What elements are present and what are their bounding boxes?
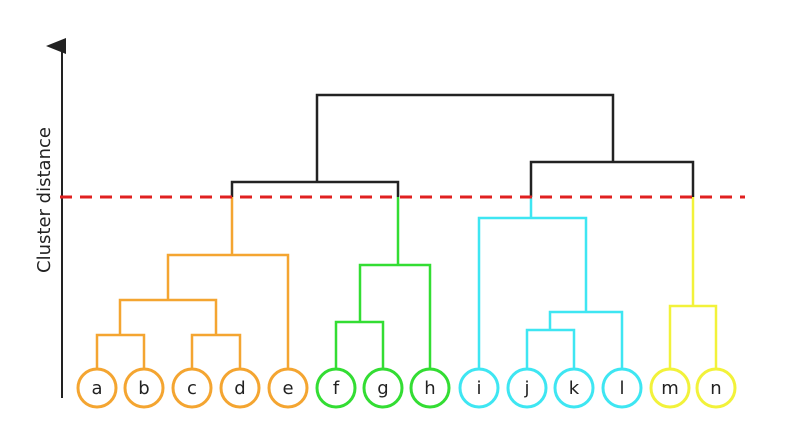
leaf-node [649,367,691,409]
leaf-node [695,367,737,409]
leaf-label: k [569,378,580,399]
leaf-label: a [91,378,102,399]
leaf-label: l [619,378,624,399]
leaf-label: i [476,378,481,399]
leaf-label: b [138,378,149,399]
leaf-node [601,367,643,409]
leaf-label: d [234,378,245,399]
leaf-label: c [187,378,197,399]
leaf-node [76,367,118,409]
leaf-label: h [424,378,435,399]
leaf-node [506,367,548,409]
leaf-label: j [523,378,529,399]
link [668,197,718,369]
leaf-node [267,367,309,409]
leaf-label: f [333,378,340,399]
link [334,197,432,369]
leaf-node [409,367,451,409]
leaf-node [458,367,500,409]
leaf-node [553,367,595,409]
leaf-node [362,367,404,409]
leaf-label: g [377,378,388,399]
links [95,93,718,369]
link [95,197,290,369]
leaf-label: n [710,378,721,399]
leaf-label: m [661,378,679,399]
leaf-node [123,367,165,409]
link [477,197,624,369]
leaf-label: e [282,378,293,399]
leaves: a b c d e f g h i j k l m n [76,367,737,409]
link [230,93,695,197]
axis-label: Cluster distance [34,127,55,273]
leaf-node [315,367,357,409]
leaf-node [219,367,261,409]
leaf-node [171,367,213,409]
